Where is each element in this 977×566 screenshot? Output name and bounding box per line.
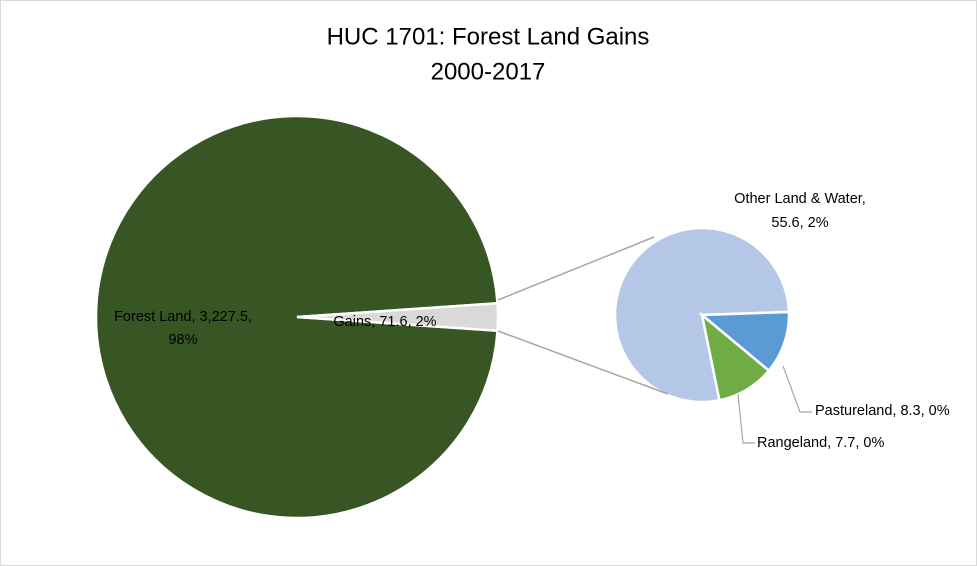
leader-line	[782, 365, 812, 413]
data-label: Gains, 71.6, 2%	[333, 314, 436, 330]
connector-line	[497, 330, 669, 395]
data-label: Forest Land, 3,227.5,	[114, 309, 252, 325]
data-label: Rangeland, 7.7, 0%	[757, 435, 884, 451]
leader-line	[737, 393, 755, 444]
pie-slice	[296, 301, 500, 333]
data-label: 98%	[168, 332, 197, 348]
pie-slice	[94, 114, 499, 520]
pie-slice	[700, 311, 771, 402]
chart-subtitle: 2000-2017	[431, 58, 546, 85]
data-label: Other Land & Water,	[734, 191, 866, 207]
connector-line	[497, 236, 655, 301]
chart-title: HUC 1701: Forest Land Gains	[327, 23, 650, 50]
data-label: 55.6, 2%	[771, 215, 828, 231]
data-label: Pastureland, 8.3, 0%	[815, 403, 950, 419]
